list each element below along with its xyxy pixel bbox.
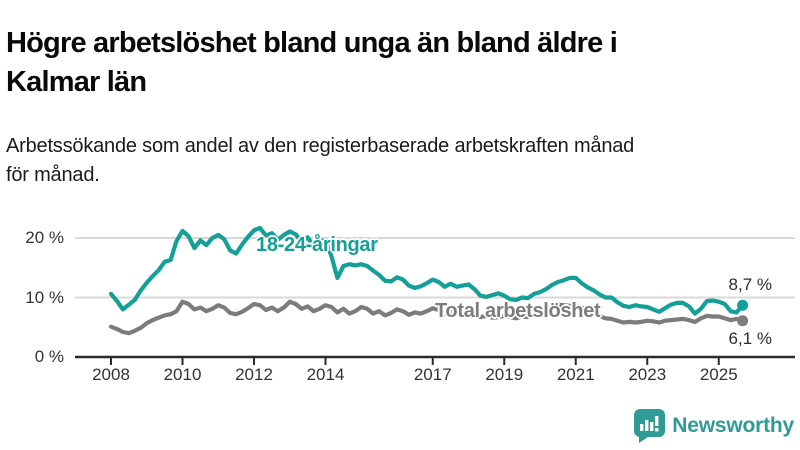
newsworthy-chart-bubble-icon: [634, 409, 666, 443]
x-axis-tick-label: 2025: [699, 365, 738, 384]
y-axis-tick-label: 20 %: [25, 228, 64, 247]
x-axis-tick-label: 2012: [235, 365, 273, 384]
x-axis-tick-label: 2021: [556, 365, 595, 384]
series-end-dot-youth: [737, 299, 749, 311]
x-axis-tick-label: 2010: [163, 365, 202, 384]
x-axis-tick-label: 2008: [92, 365, 130, 384]
x-axis-tick-label: 2017: [413, 365, 452, 384]
end-value-label-total: 6,1 %: [728, 329, 772, 348]
end-value-label-youth: 8,7 %: [728, 275, 772, 294]
x-axis-tick-label: 2023: [628, 365, 667, 384]
chart-title: Högre arbetslöshet bland unga än bland ä…: [6, 27, 618, 98]
series-line-youth: [108, 225, 745, 316]
x-axis-tick-label: 2014: [306, 365, 345, 384]
y-axis-tick-label: 10 %: [25, 287, 64, 307]
x-axis-tick-label: 2019: [485, 365, 524, 384]
series-label-youth: 18-24-åringar: [256, 234, 378, 256]
series-end-dot-total: [737, 315, 749, 327]
chart-subtitle: Arbetssökande som andel av den registerb…: [6, 135, 635, 186]
y-axis-tick-label: 0 %: [34, 347, 64, 366]
series-line-total: [108, 299, 745, 336]
newsworthy-logo[interactable]: Newsworthy: [634, 409, 794, 443]
newsworthy-wordmark: Newsworthy: [672, 414, 794, 437]
series-label-total: Total arbetslöshet: [435, 300, 601, 322]
